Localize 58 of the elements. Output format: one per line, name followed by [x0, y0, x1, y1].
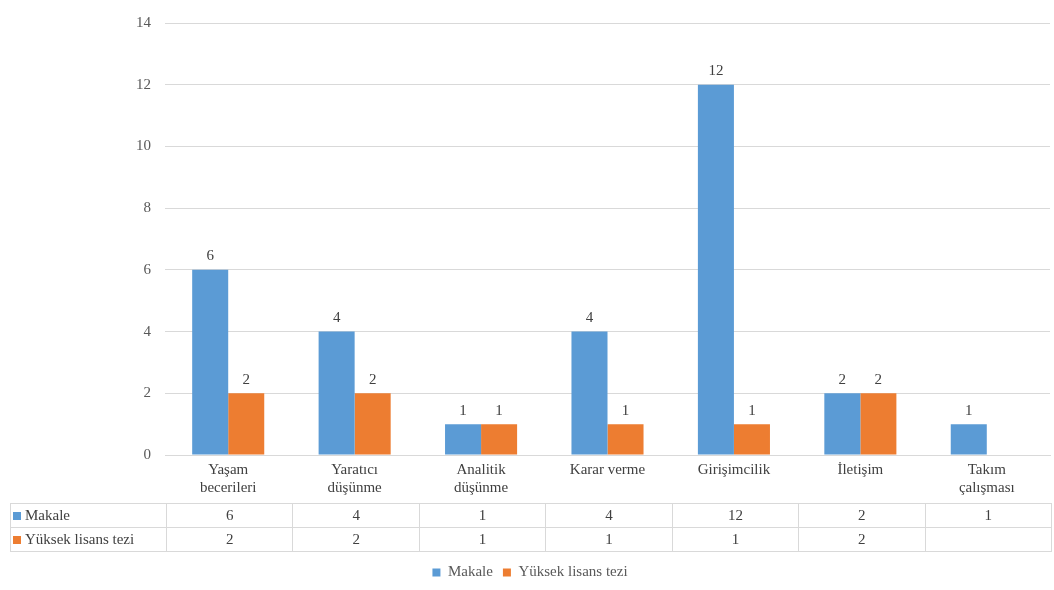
x-tick-label: Yaşam becerileri — [199, 460, 257, 495]
text: 4 — [545, 503, 673, 528]
text: 2 — [798, 503, 926, 528]
text: 1 — [419, 503, 546, 528]
y-tick-label: 10 — [136, 137, 151, 154]
text: 2 — [166, 527, 293, 552]
data-label: 4 — [332, 309, 341, 326]
data-label: 12 — [708, 62, 724, 79]
bar — [192, 269, 229, 455]
bar — [860, 393, 897, 455]
data-label: 6 — [206, 247, 215, 264]
data-label: 2 — [242, 370, 250, 387]
text: 1 — [419, 527, 546, 552]
text: 6 — [166, 503, 293, 528]
text: 1 — [545, 527, 673, 552]
bar — [445, 424, 482, 455]
text: 2 — [798, 527, 926, 552]
bar — [733, 424, 770, 455]
data-label: 1 — [459, 401, 467, 418]
y-tick-label: 4 — [143, 322, 152, 339]
y-tick-label: 2 — [143, 384, 151, 401]
text: 4 — [292, 503, 420, 528]
text: 1 — [672, 527, 799, 552]
data-label: 1 — [495, 401, 503, 418]
data-label: 1 — [965, 401, 973, 418]
x-tick-label: Takım çalışması — [958, 460, 1015, 495]
y-tick-label: 6 — [143, 260, 152, 277]
data-label: 1 — [621, 401, 630, 418]
legend-label: Makale — [447, 563, 494, 580]
legend-label: Yüksek lisans tezi — [518, 563, 628, 580]
text: 2 — [292, 527, 420, 552]
bar — [697, 84, 734, 455]
bar — [318, 331, 355, 455]
y-tick-label: 8 — [143, 199, 151, 216]
data-label: 2 — [838, 370, 847, 387]
x-tick-label: İletişim — [837, 460, 884, 477]
bar — [824, 393, 861, 455]
data-label: 1 — [748, 401, 756, 418]
bar — [950, 424, 987, 455]
x-tick-label: Analitik düşünme — [453, 460, 509, 495]
bar — [607, 424, 644, 455]
data-label: 2 — [874, 370, 883, 387]
bar — [571, 331, 608, 455]
text: 1 — [925, 503, 1052, 528]
bar — [481, 424, 518, 455]
bar — [354, 393, 391, 455]
text: 12 — [672, 503, 799, 528]
data-label: 4 — [585, 309, 594, 326]
text: Makale — [25, 507, 70, 523]
x-tick-label: Karar verme — [569, 460, 646, 477]
data-label: 2 — [368, 370, 377, 387]
y-tick-label: 12 — [136, 75, 151, 92]
x-tick-label: Girişimcilik — [697, 460, 771, 477]
bar — [228, 393, 265, 455]
y-tick-label: 14 — [136, 13, 152, 30]
y-tick-label: 0 — [143, 445, 151, 462]
text: Yüksek lisans tezi — [25, 531, 135, 547]
x-tick-label: Yaratıcı düşünme — [327, 460, 383, 495]
